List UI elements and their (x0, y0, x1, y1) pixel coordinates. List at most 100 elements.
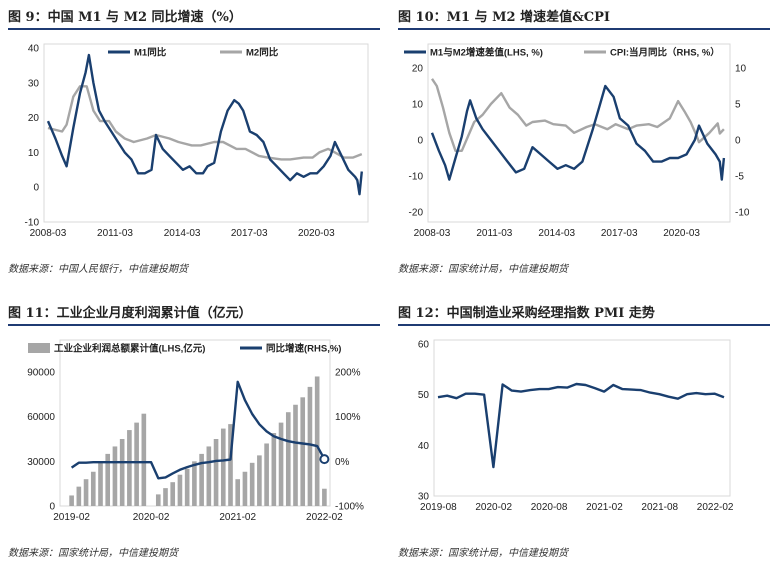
x-tick-label: 2020-03 (663, 228, 700, 239)
legend-label: 工业企业利润总额累计值(LHS,亿元) (54, 343, 205, 355)
profit-bar (307, 386, 313, 506)
y-tick-label: 0 (417, 136, 423, 147)
chart-industrial-profit: 0 30000 60000 90000 -100% 0% 100% 200% 2019-02 20… (27, 339, 364, 523)
y-tick-label: -20 (409, 208, 424, 219)
profit-bar (76, 486, 82, 506)
x-tick-label: 2020-08 (531, 502, 568, 513)
y2-tick-label: -5 (735, 172, 744, 183)
y2-tick-label: 5 (735, 100, 741, 111)
x-tick-label: 2021-08 (641, 502, 678, 513)
x-tick-label: 2021-02 (219, 512, 256, 523)
x-tick-label: 2019-08 (420, 502, 457, 513)
profit-bar (213, 439, 219, 506)
profit-bar (293, 404, 298, 506)
profit-bar (134, 422, 139, 506)
profit-bar (242, 471, 248, 506)
x-tick-label: 2022-02 (697, 502, 734, 513)
profit-bar (235, 479, 241, 506)
x-tick-label: 2014-03 (538, 228, 575, 239)
profit-bar (322, 488, 327, 506)
x-tick-label: 2017-03 (601, 228, 638, 239)
x-tick-label: 2017-03 (231, 228, 268, 239)
y2-tick-label: -10 (735, 208, 750, 219)
legend-label: CPI:当月同比（RHS, %） (610, 47, 720, 59)
profit-bar (69, 495, 74, 506)
y-tick-label: -10 (25, 218, 40, 229)
profit-bar (257, 455, 262, 506)
y-tick-label: 50 (418, 390, 430, 401)
y2-tick-label: 200% (335, 368, 361, 379)
chart-pmi: 30 40 50 60 2019-08 2020-02 2020-08 2021-02 2021… (418, 339, 734, 513)
y2-tick-label: 0% (335, 457, 350, 468)
series-line (437, 382, 725, 469)
chart-m1-m2: -10 0 10 20 30 40 2008-03 2011-03 2014-03 2017-03… (25, 43, 369, 239)
series-line (70, 380, 326, 480)
x-tick-label: 2020-02 (475, 502, 512, 513)
chart-panel-pmi: 图 12：中国制造业采购经理指数 PMI 走势 30 40 50 60 2019-08 2… (398, 304, 770, 566)
chart-source: 数据来源：国家统计局，中信建投期货 (398, 264, 568, 275)
legend-label: M1同比 (134, 47, 167, 59)
y-tick-label: 10 (412, 100, 424, 111)
y-tick-label: 0 (33, 183, 39, 194)
profit-bar (278, 422, 284, 506)
profit-bar (271, 433, 277, 506)
x-tick-label: 2014-03 (164, 228, 201, 239)
chart-panel-industrial-profit: 图 11：工业企业月度利润累计值（亿元） 0 30000 60000 90000 -10… (8, 304, 380, 566)
y2-tick-label: 100% (335, 412, 361, 423)
profit-bar (127, 430, 132, 506)
last-point-marker (319, 454, 330, 465)
chart-source: 数据来源：国家统计局，中信建投期货 (8, 548, 178, 559)
chart-title: 图 12：中国制造业采购经理指数 PMI 走势 (398, 304, 770, 326)
chart-panel-m1-m2: 图 9：中国 M1 与 M2 同比增速（%） -10 0 10 20 30 40 2008-… (8, 8, 380, 280)
profit-bar (163, 488, 168, 506)
legend-label: M1与M2增速差值(LHS, %) (430, 47, 543, 59)
x-tick-label: 2011-03 (97, 228, 133, 239)
profit-bar (170, 482, 176, 506)
y-tick-label: 60000 (27, 412, 55, 423)
series-line (431, 78, 725, 153)
plot-frame (43, 43, 369, 223)
chart-panel-m1m2-diff-cpi: 图 10：M1 与 M2 增速差值&CPI -20 -10 0 10 20 -10 -5 0 5… (398, 8, 770, 280)
profit-bar (155, 494, 161, 506)
chart-title: 图 11：工业企业月度利润累计值（亿元） (8, 304, 380, 326)
chart-source: 数据来源：国家统计局，中信建投期货 (398, 548, 568, 559)
y-tick-label: 90000 (27, 368, 55, 379)
x-tick-label: 2020-03 (298, 228, 335, 239)
series-line (46, 53, 363, 196)
profit-bar (199, 453, 204, 506)
profit-bar (184, 468, 190, 506)
y-tick-label: 10 (28, 148, 40, 159)
x-tick-label: 2011-03 (476, 228, 512, 239)
profit-bar (119, 439, 125, 506)
profit-bar (314, 376, 320, 506)
x-tick-label: 2020-02 (133, 512, 170, 523)
profit-bar (249, 462, 255, 506)
profit-bar (112, 446, 118, 506)
profit-bar (300, 397, 306, 506)
profit-bar (192, 461, 197, 506)
y-tick-label: 30 (418, 492, 430, 503)
profit-bar (90, 471, 96, 506)
y-tick-label: 0 (49, 502, 55, 513)
y-tick-label: 20 (28, 113, 40, 124)
y-tick-label: 40 (418, 441, 430, 452)
y-tick-label: -10 (409, 172, 424, 183)
chart-m1m2-diff-cpi: -20 -10 0 10 20 -10 -5 0 5 10 2008-03 2011-03 2014-0… (404, 43, 750, 239)
x-tick-label: 2008-03 (30, 228, 67, 239)
y-tick-label: 30 (28, 78, 40, 89)
legend-swatch (28, 343, 50, 353)
profit-bar (220, 428, 226, 506)
y-tick-label: 20 (412, 64, 424, 75)
y-tick-label: 60 (418, 340, 430, 351)
profit-bar (228, 424, 233, 506)
y2-tick-label: 0 (735, 136, 741, 147)
chart-title: 图 10：M1 与 M2 增速差值&CPI (398, 8, 770, 30)
x-tick-label: 2021-02 (586, 502, 623, 513)
plot-frame (427, 43, 731, 223)
series-line (47, 85, 363, 161)
y2-tick-label: 10 (735, 64, 747, 75)
profit-bar (264, 443, 269, 506)
x-tick-label: 2022-02 (306, 512, 343, 523)
chart-source: 数据来源：中国人民银行，中信建投期货 (8, 264, 188, 275)
y-tick-label: 40 (28, 44, 40, 55)
